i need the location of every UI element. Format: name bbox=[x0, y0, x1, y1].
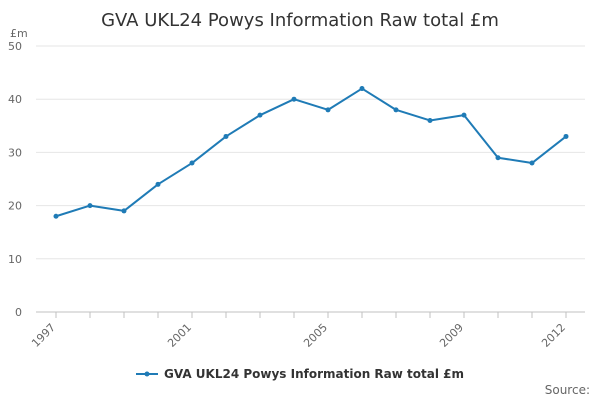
series-line bbox=[55, 87, 567, 218]
x-tick-label: 2001 bbox=[165, 321, 194, 350]
data-point[interactable] bbox=[291, 96, 297, 102]
data-point[interactable] bbox=[155, 181, 161, 187]
y-tick-label: 10 bbox=[8, 253, 22, 266]
legend-marker-icon bbox=[144, 371, 150, 377]
data-point[interactable] bbox=[223, 133, 229, 139]
x-tick-label: 1997 bbox=[29, 321, 58, 350]
data-point[interactable] bbox=[495, 155, 501, 161]
y-tick-label: 50 bbox=[8, 40, 22, 53]
chart-title: GVA UKL24 Powys Information Raw total £m bbox=[101, 10, 499, 31]
y-tick-label: 0 bbox=[15, 306, 22, 319]
y-tick-label: 40 bbox=[8, 93, 22, 106]
data-point[interactable] bbox=[325, 107, 331, 113]
x-tick-label: 2005 bbox=[301, 321, 330, 350]
legend-series-label: GVA UKL24 Powys Information Raw total £m bbox=[164, 367, 464, 381]
source-label: Source: bbox=[545, 383, 590, 397]
series-layer bbox=[53, 86, 569, 219]
data-point[interactable] bbox=[529, 160, 535, 166]
data-point[interactable] bbox=[189, 160, 195, 166]
x-tick-label: 2012 bbox=[539, 321, 568, 350]
axes: 0 10 20 30 40 50 1997 2001 2005 2009 2012 bbox=[8, 40, 585, 350]
data-point[interactable] bbox=[427, 117, 433, 123]
grid-lines bbox=[36, 45, 585, 260]
data-point[interactable] bbox=[359, 86, 365, 92]
data-point[interactable] bbox=[563, 133, 569, 139]
legend[interactable]: GVA UKL24 Powys Information Raw total £m bbox=[136, 367, 464, 381]
data-point[interactable] bbox=[257, 112, 263, 118]
data-point[interactable] bbox=[461, 112, 467, 118]
data-point[interactable] bbox=[121, 208, 127, 214]
data-point[interactable] bbox=[53, 213, 59, 219]
y-tick-label: 30 bbox=[8, 146, 22, 159]
x-tick-label: 2009 bbox=[437, 321, 466, 350]
data-point[interactable] bbox=[87, 203, 93, 209]
y-tick-label: 20 bbox=[8, 200, 22, 213]
y-axis-label: £m bbox=[10, 27, 28, 40]
data-point[interactable] bbox=[393, 107, 399, 113]
